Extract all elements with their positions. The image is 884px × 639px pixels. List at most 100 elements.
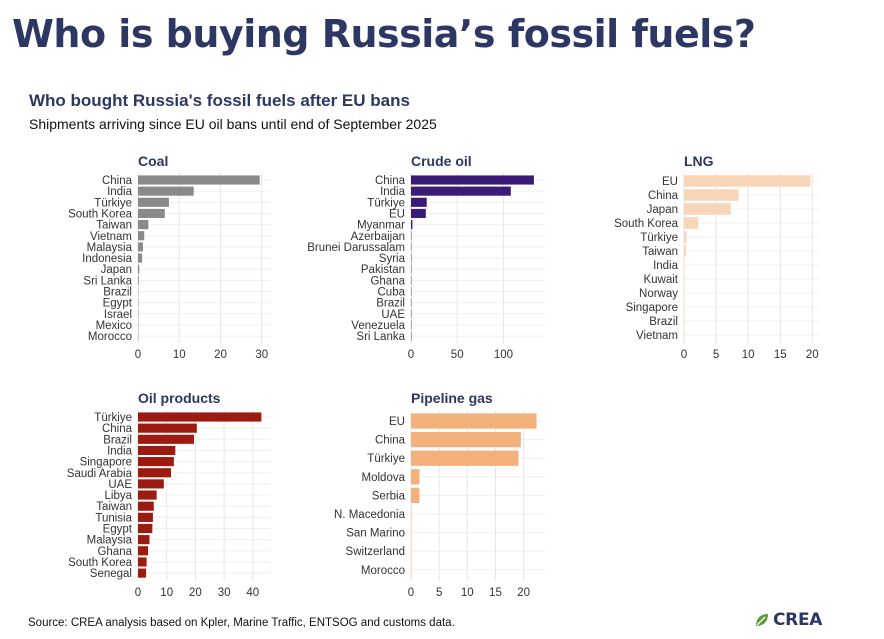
oil_products-bar bbox=[138, 412, 262, 422]
pipeline_gas-bar bbox=[411, 450, 519, 466]
lng-bar bbox=[684, 175, 811, 187]
coal-category-label: China bbox=[102, 175, 133, 187]
oil_products-category-label: Saudi Arabia bbox=[67, 468, 133, 480]
crude_oil-category-label: Brunei Darussalam bbox=[307, 242, 405, 254]
oil_products-category-label: Senegal bbox=[90, 568, 132, 580]
coal-category-label: Japan bbox=[101, 264, 132, 276]
oil_products-category-label: Türkiye bbox=[94, 412, 132, 424]
crude_oil-bar bbox=[411, 220, 413, 230]
crude_oil-category-label: Azerbaijan bbox=[351, 231, 405, 243]
oil_products-category-label: Ghana bbox=[97, 546, 132, 558]
crude_oil-title: Crude oil bbox=[411, 153, 472, 169]
source-note: Source: CREA analysis based on Kpler, Ma… bbox=[28, 617, 455, 629]
oil_products-bar bbox=[138, 535, 150, 545]
crude_oil-category-label: Venezuela bbox=[351, 320, 405, 332]
pipeline_gas-bar bbox=[411, 487, 420, 504]
coal-tick-label: 20 bbox=[214, 349, 227, 361]
oil_products-bar bbox=[138, 434, 194, 444]
pipeline_gas-category-label: EU bbox=[389, 416, 405, 428]
lng-category-label: China bbox=[648, 190, 679, 202]
coal-category-label: Sri Lanka bbox=[83, 275, 132, 287]
lng-category-label: Kuwait bbox=[643, 274, 678, 286]
lng-bar bbox=[684, 189, 739, 201]
pipeline_gas-category-label: Moldova bbox=[362, 472, 406, 484]
crude_oil-category-label: Sri Lanka bbox=[356, 331, 405, 343]
oil_products-tick-label: 20 bbox=[189, 587, 202, 599]
lng-category-label: Norway bbox=[639, 288, 678, 300]
lng-bar bbox=[684, 203, 731, 215]
coal-bar bbox=[138, 175, 260, 185]
oil_products-category-label: Brazil bbox=[103, 434, 132, 446]
pipeline_gas-category-label: N. Macedonia bbox=[334, 509, 406, 521]
oil_products-bar bbox=[138, 557, 147, 567]
oil_products-category-label: South Korea bbox=[68, 557, 133, 569]
pipeline_gas-tick-label: 0 bbox=[408, 587, 414, 599]
coal-bar bbox=[138, 231, 145, 241]
coal-bar bbox=[138, 253, 143, 263]
pipeline_gas-title: Pipeline gas bbox=[411, 390, 493, 406]
crude_oil-category-label: Türkiye bbox=[367, 197, 405, 209]
oil_products-category-label: India bbox=[107, 445, 133, 457]
oil_products-category-label: Egypt bbox=[103, 524, 133, 536]
oil_products-category-label: China bbox=[102, 423, 133, 435]
page-title: Who is buying Russia’s fossil fuels? bbox=[12, 12, 756, 56]
coal-category-label: Vietnam bbox=[90, 231, 132, 243]
lng-title: LNG bbox=[684, 153, 714, 169]
crude_oil-bar bbox=[411, 197, 427, 207]
crude_oil-category-label: Myanmar bbox=[357, 220, 405, 232]
coal-bar bbox=[138, 186, 194, 196]
pipeline_gas-bar bbox=[411, 431, 521, 448]
coal-title: Coal bbox=[138, 153, 168, 169]
lng-category-label: Türkiye bbox=[640, 232, 678, 244]
oil_products-bar bbox=[138, 523, 153, 534]
pipeline_gas-category-label: Türkiye bbox=[367, 453, 405, 465]
crude_oil-category-label: Brazil bbox=[376, 298, 405, 310]
crude_oil-category-label: China bbox=[375, 175, 406, 187]
oil_products-title: Oil products bbox=[138, 390, 221, 406]
pipeline_gas-bar bbox=[411, 469, 420, 485]
oil_products-tick-label: 0 bbox=[135, 587, 141, 599]
oil_products-category-label: UAE bbox=[108, 479, 132, 491]
pipeline_gas-category-label: China bbox=[375, 435, 406, 447]
crude_oil-bar bbox=[411, 208, 426, 219]
lng-category-label: South Korea bbox=[614, 218, 679, 230]
coal-bar bbox=[138, 208, 165, 219]
oil_products-bar bbox=[138, 568, 147, 578]
pipeline_gas-category-label: Serbia bbox=[372, 490, 406, 502]
crude_oil-tick-label: 50 bbox=[451, 349, 464, 361]
pipeline_gas-category-label: San Marino bbox=[346, 528, 405, 540]
lng-category-label: EU bbox=[662, 176, 678, 188]
coal-category-label: Egypt bbox=[103, 298, 133, 310]
lng-category-label: Singapore bbox=[626, 302, 678, 314]
oil_products-bar bbox=[138, 479, 164, 489]
oil_products-category-label: Tunisia bbox=[95, 512, 132, 524]
crude_oil-tick-label: 0 bbox=[408, 349, 414, 361]
lng-tick-label: 0 bbox=[681, 349, 687, 361]
crude_oil-category-label: Syria bbox=[379, 253, 406, 265]
coal-tick-label: 0 bbox=[135, 349, 141, 361]
lng-bar bbox=[684, 245, 686, 257]
lng-category-label: Vietnam bbox=[636, 330, 678, 342]
pipeline_gas-bar bbox=[411, 413, 537, 429]
lng-category-label: Brazil bbox=[649, 316, 678, 328]
lng-category-label: Japan bbox=[647, 204, 678, 216]
oil_products-category-label: Taiwan bbox=[96, 501, 132, 513]
pipeline_gas-tick-label: 10 bbox=[461, 587, 474, 599]
coal-category-label: South Korea bbox=[68, 208, 133, 220]
oil_products-bar bbox=[138, 468, 171, 478]
pipeline_gas-tick-label: 20 bbox=[517, 587, 530, 599]
coal-bar bbox=[138, 220, 149, 230]
pipeline_gas-tick-label: 5 bbox=[436, 587, 442, 599]
oil_products-category-label: Libya bbox=[105, 490, 133, 502]
coal-category-label: Israel bbox=[104, 309, 132, 321]
coal-bar bbox=[138, 264, 140, 274]
pipeline_gas-tick-label: 15 bbox=[489, 587, 502, 599]
oil_products-bar bbox=[138, 490, 157, 500]
oil_products-tick-label: 40 bbox=[246, 587, 259, 599]
oil_products-bar bbox=[138, 423, 197, 433]
oil_products-bar bbox=[138, 512, 153, 522]
crude_oil-category-label: Cuba bbox=[378, 287, 406, 299]
lng-tick-label: 20 bbox=[806, 349, 819, 361]
oil_products-category-label: Singapore bbox=[80, 457, 132, 469]
lng-bar bbox=[684, 231, 687, 243]
